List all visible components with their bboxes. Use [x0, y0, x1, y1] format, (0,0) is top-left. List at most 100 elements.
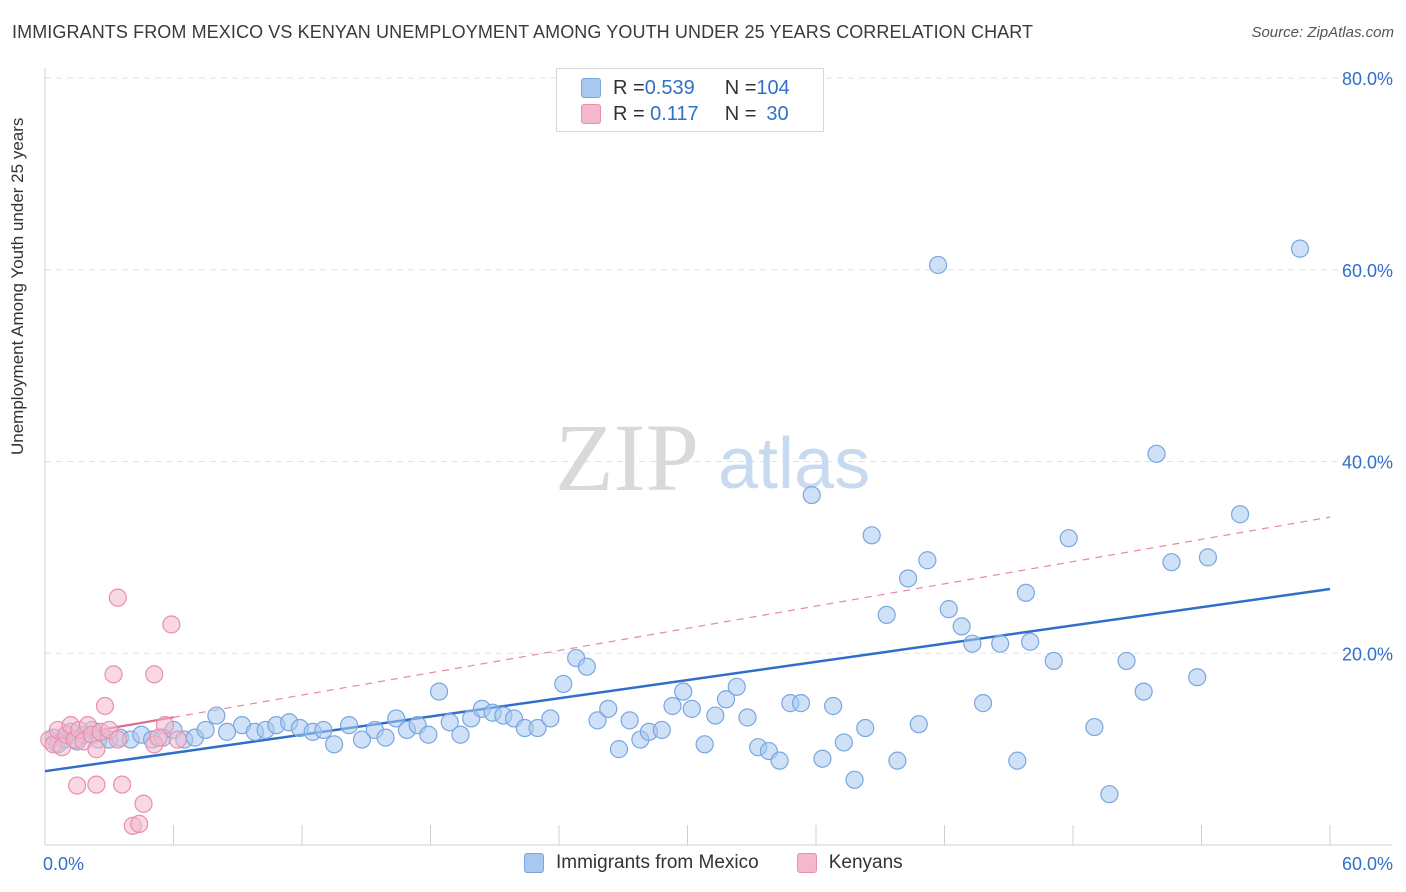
stats-row-kenyans: R = 0.117 N = 30 [581, 101, 789, 127]
point-mexico [314, 720, 333, 740]
trend-line-kenyans-dashed [44, 516, 1331, 741]
axes [44, 68, 1392, 846]
point-mexico [877, 605, 896, 625]
r-value: 0.539 [644, 76, 695, 99]
point-mexico [695, 735, 714, 754]
point-mexico [1147, 444, 1166, 463]
stats-row-mexico: R = 0.539 N = 104 [581, 75, 790, 101]
point-mexico [1230, 505, 1250, 524]
point-mexico [620, 711, 639, 730]
point-mexico [952, 617, 971, 636]
point-mexico [1044, 651, 1063, 671]
point-mexico [609, 740, 629, 759]
point-mexico [862, 526, 881, 545]
source-label: Source: ZipAtlas.com [1251, 24, 1394, 41]
data-points [40, 239, 1310, 835]
y-tick-label: 40.0% [1342, 453, 1393, 473]
point-mexico [1085, 717, 1104, 737]
point-mexico [1021, 632, 1040, 651]
legend-item-kenyans[interactable]: Kenyans [796, 852, 903, 874]
point-kenyans [168, 730, 187, 749]
point-mexico [1290, 239, 1310, 258]
point-mexico [928, 255, 948, 275]
point-mexico [791, 694, 811, 713]
point-mexico [834, 733, 853, 752]
point-kenyans [108, 730, 127, 749]
point-mexico [196, 720, 215, 740]
point-mexico [770, 751, 789, 770]
point-mexico [207, 706, 226, 725]
grid-lines [45, 77, 1392, 654]
point-mexico [352, 730, 372, 749]
series-legend: Immigrants from Mexico Kenyans [524, 852, 941, 874]
point-mexico [652, 720, 671, 740]
point-kenyans [87, 740, 106, 759]
point-mexico [856, 718, 875, 738]
point-mexico [599, 699, 618, 718]
n-label: N = [724, 76, 757, 99]
watermark: ZIP atlas [555, 404, 870, 511]
point-mexico [1008, 751, 1027, 770]
point-mexico [1100, 785, 1119, 804]
legend-item-mexico[interactable]: Immigrants from Mexico [524, 852, 759, 874]
point-mexico [1188, 668, 1207, 687]
point-mexico [738, 708, 757, 727]
point-mexico [440, 713, 459, 732]
legend-swatch-mexico [524, 853, 544, 873]
point-mexico [1162, 553, 1181, 572]
point-mexico [376, 728, 395, 747]
point-mexico [716, 690, 736, 709]
point-mexico [706, 706, 725, 725]
y-tick-label: 20.0% [1342, 644, 1393, 664]
point-mexico [918, 551, 937, 570]
y-axis-label: Unemployment Among Youth under 25 years [8, 117, 27, 455]
point-mexico [674, 682, 693, 701]
point-mexico [813, 749, 832, 768]
point-mexico [554, 674, 573, 694]
x-tick-label: 0.0% [43, 854, 84, 874]
point-kenyans [112, 775, 132, 794]
n-label: N = [724, 102, 757, 125]
point-kenyans [95, 696, 115, 716]
point-kenyans [87, 775, 106, 794]
point-kenyans [149, 728, 168, 747]
point-mexico [1016, 583, 1035, 602]
point-mexico [429, 682, 449, 701]
point-kenyans [162, 615, 181, 634]
point-mexico [1059, 529, 1078, 548]
point-mexico [541, 709, 560, 728]
swatch-mexico [581, 78, 601, 98]
point-mexico [727, 677, 746, 696]
r-value: 0.117 [650, 102, 699, 125]
point-mexico [682, 699, 701, 718]
point-kenyans [145, 665, 164, 684]
point-mexico [939, 600, 958, 619]
legend-swatch-kenyans [796, 853, 817, 873]
n-value: 104 [756, 76, 790, 99]
point-mexico [824, 696, 843, 716]
point-mexico [663, 696, 682, 716]
point-mexico [909, 715, 928, 734]
point-mexico [888, 751, 907, 770]
y-tick-label: 60.0% [1342, 261, 1393, 281]
point-mexico [340, 716, 359, 735]
point-mexico [1198, 548, 1218, 567]
point-mexico [973, 694, 993, 713]
r-label: R = [613, 76, 645, 99]
point-kenyans [108, 588, 127, 607]
legend-label-mexico: Immigrants from Mexico [556, 852, 759, 873]
point-mexico [845, 770, 864, 789]
swatch-kenyans [581, 104, 601, 124]
n-value: 30 [766, 102, 789, 125]
y-tick-label: 80.0% [1342, 69, 1393, 89]
point-mexico [387, 709, 406, 728]
point-kenyans [130, 814, 149, 834]
point-kenyans [68, 776, 87, 795]
point-mexico [577, 657, 596, 676]
point-mexico [217, 722, 237, 741]
point-mexico [419, 725, 438, 744]
r-label: R = [613, 102, 645, 125]
chart-title: IMMIGRANTS FROM MEXICO VS KENYAN UNEMPLO… [12, 22, 1034, 42]
watermark-atlas: atlas [718, 424, 870, 504]
